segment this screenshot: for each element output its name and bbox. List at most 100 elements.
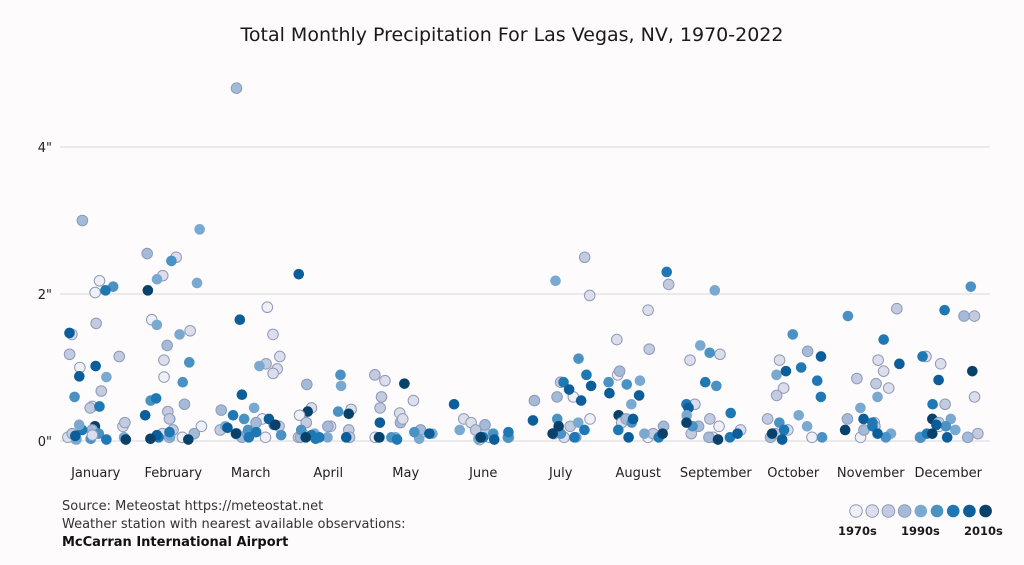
data-point-march — [238, 413, 250, 425]
data-point-july — [558, 376, 569, 388]
data-point-may — [379, 374, 391, 387]
data-point-december — [961, 431, 974, 444]
data-point-november — [882, 382, 895, 394]
data-point-may — [374, 402, 386, 414]
data-point-august — [657, 428, 668, 439]
legend-swatch — [865, 504, 880, 518]
data-point-october — [771, 369, 782, 381]
data-point-may — [369, 369, 381, 381]
data-point-october — [770, 389, 783, 402]
data-point-june — [479, 419, 491, 431]
data-point-august — [633, 390, 645, 401]
data-point-may — [396, 413, 409, 425]
data-point-may — [375, 391, 388, 403]
data-point-july — [585, 380, 597, 392]
data-point-october — [815, 391, 827, 403]
y-tick-label: 4" — [38, 141, 52, 156]
data-point-february — [142, 285, 154, 296]
data-point-october — [780, 365, 792, 377]
data-point-july — [584, 413, 596, 425]
x-tick-label: December — [915, 466, 983, 481]
legend-swatch — [897, 504, 912, 518]
data-point-february — [178, 398, 191, 411]
data-point-january — [76, 214, 89, 227]
legend-swatch — [979, 504, 992, 518]
data-point-november — [858, 413, 869, 425]
data-point-january — [73, 419, 85, 431]
data-point-february — [183, 434, 194, 445]
data-point-december — [939, 398, 951, 411]
data-point-october — [773, 354, 786, 366]
data-point-may — [373, 432, 385, 443]
data-point-february — [184, 324, 196, 337]
data-point-january — [93, 274, 106, 287]
data-point-september — [714, 348, 726, 361]
x-tick-label: July — [548, 466, 573, 481]
data-point-november — [855, 402, 866, 414]
data-point-february — [151, 319, 163, 331]
station-name: McCarran International Airport — [62, 535, 289, 550]
data-point-march — [234, 314, 246, 326]
data-point-october — [801, 421, 813, 432]
data-point-april — [335, 369, 346, 381]
data-point-august — [642, 304, 654, 316]
data-point-november — [870, 377, 882, 390]
data-point-november — [880, 432, 892, 443]
data-point-january — [90, 360, 101, 372]
data-point-march — [254, 360, 265, 372]
chart-title: Total Monthly Precipitation For Las Vega… — [240, 24, 784, 46]
data-point-december — [965, 281, 977, 292]
data-point-september — [681, 417, 692, 428]
legend-label-1970s: 1970s — [838, 524, 877, 538]
data-point-april — [322, 420, 334, 433]
data-point-october — [778, 424, 790, 436]
data-point-july — [583, 289, 596, 302]
data-point-february — [174, 329, 185, 340]
data-point-february — [191, 277, 203, 289]
data-point-august — [621, 379, 633, 390]
data-point-june — [454, 424, 466, 436]
data-point-april — [301, 378, 313, 391]
data-point-april — [322, 432, 333, 443]
data-point-august — [639, 428, 650, 439]
data-point-october — [777, 382, 790, 394]
data-point-august — [627, 413, 639, 425]
station-note: Weather station with nearest available o… — [62, 517, 406, 532]
data-point-september — [699, 376, 711, 388]
legend-label-1990s: 1990s — [901, 524, 940, 538]
data-point-march — [267, 328, 279, 341]
data-point-february — [150, 393, 162, 404]
data-point-october — [766, 428, 778, 439]
data-point-march — [230, 82, 243, 94]
data-point-june — [503, 426, 514, 438]
data-point-january — [86, 429, 99, 441]
data-point-january — [120, 434, 132, 445]
data-point-december — [972, 427, 984, 440]
data-point-march — [227, 409, 239, 421]
data-point-may — [391, 434, 403, 445]
data-point-february — [139, 409, 151, 421]
data-point-october — [816, 432, 828, 443]
data-point-september — [709, 285, 721, 296]
data-point-september — [704, 347, 715, 359]
data-point-november — [839, 424, 851, 436]
data-point-december — [941, 432, 953, 443]
legend-label-2010s: 2010s — [964, 524, 1003, 538]
data-point-january — [64, 327, 75, 339]
data-point-february — [158, 371, 170, 383]
x-tick-label: March — [231, 466, 271, 481]
data-point-may — [407, 394, 420, 407]
data-point-october — [776, 434, 788, 445]
data-point-january — [113, 350, 126, 363]
y-tick-label: 0" — [38, 435, 52, 450]
data-point-january — [101, 371, 112, 383]
data-point-april — [310, 433, 321, 445]
data-point-december — [931, 419, 942, 431]
data-point-february — [158, 354, 170, 366]
data-point-august — [661, 266, 673, 278]
data-point-november — [867, 421, 878, 432]
data-point-october — [787, 329, 799, 340]
data-point-april — [335, 380, 347, 392]
data-point-october — [795, 362, 807, 373]
